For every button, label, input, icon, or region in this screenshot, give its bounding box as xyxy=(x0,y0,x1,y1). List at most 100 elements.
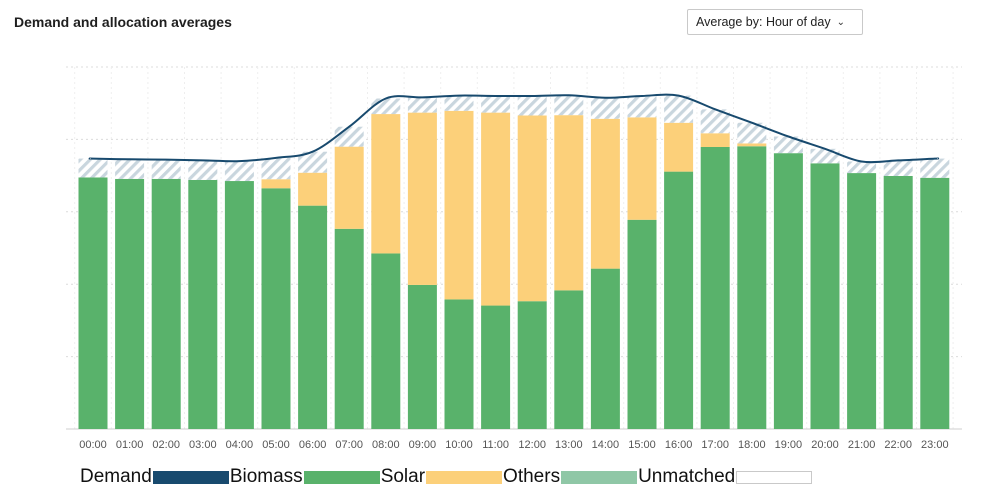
bar-solar-11 xyxy=(481,305,511,429)
x-tick-label: 15:00 xyxy=(628,439,656,451)
bar-others-8 xyxy=(371,114,401,254)
bar-unmatched-5 xyxy=(261,157,291,180)
legend-item: Biomass xyxy=(230,466,381,488)
x-tick-label: 05:00 xyxy=(262,439,290,451)
bar-unmatched-0 xyxy=(78,158,108,178)
bar-solar-5 xyxy=(261,188,291,429)
bar-others-12 xyxy=(517,115,547,302)
bar-solar-17 xyxy=(700,147,730,429)
chevron-down-icon: ⌄ xyxy=(836,16,845,28)
bar-solar-6 xyxy=(298,205,328,429)
bar-unmatched-10 xyxy=(444,95,474,111)
bar-solar-10 xyxy=(444,299,474,429)
bar-solar-14 xyxy=(590,268,620,429)
bar-unmatched-16 xyxy=(664,95,694,123)
legend-label: Unmatched xyxy=(638,466,736,487)
bar-solar-7 xyxy=(334,228,364,429)
x-tick-label: 08:00 xyxy=(372,439,400,451)
legend-item: Solar xyxy=(381,466,503,488)
legend-label: Biomass xyxy=(229,466,303,487)
bar-unmatched-17 xyxy=(700,109,730,134)
bar-unmatched-20 xyxy=(810,148,840,164)
bar-others-9 xyxy=(407,112,437,285)
bar-unmatched-8 xyxy=(371,98,401,115)
x-tick-label: 10:00 xyxy=(445,439,473,451)
average-by-dropdown[interactable]: Average by: Hour of day ⌄ xyxy=(687,9,863,35)
bar-solar-22 xyxy=(883,175,913,429)
bar-unmatched-3 xyxy=(188,160,218,180)
demand-line xyxy=(88,93,940,164)
bar-unmatched-7 xyxy=(334,126,364,147)
x-tick-label: 17:00 xyxy=(701,439,729,451)
x-tick-label: 01:00 xyxy=(116,439,144,451)
x-tick-label: 02:00 xyxy=(152,439,180,451)
x-tick-label: 11:00 xyxy=(482,439,509,451)
bar-others-7 xyxy=(334,146,364,229)
bar-unmatched-14 xyxy=(590,97,620,119)
bar-others-18 xyxy=(737,143,767,147)
bar-solar-16 xyxy=(664,171,694,430)
x-tick-label: 04:00 xyxy=(226,439,254,451)
page-title: Demand and allocation averages xyxy=(14,14,232,30)
bar-unmatched-4 xyxy=(224,161,254,182)
legend-swatch xyxy=(303,470,380,484)
bar-unmatched-22 xyxy=(883,160,913,176)
bar-others-5 xyxy=(261,179,291,189)
x-tick-label: 14:00 xyxy=(592,439,620,451)
bar-unmatched-23 xyxy=(920,158,950,178)
x-tick-label: 18:00 xyxy=(738,439,766,451)
x-tick-label: 09:00 xyxy=(409,439,437,451)
bar-unmatched-9 xyxy=(407,97,437,113)
x-tick-label: 23:00 xyxy=(921,439,949,451)
bar-others-14 xyxy=(590,118,620,269)
legend-swatch xyxy=(736,470,813,484)
bar-solar-15 xyxy=(627,219,657,429)
bar-unmatched-21 xyxy=(847,161,877,174)
legend-label: Demand xyxy=(80,466,152,487)
x-tick-label: 21:00 xyxy=(848,439,876,451)
bar-solar-23 xyxy=(920,177,950,429)
bar-unmatched-1 xyxy=(115,159,145,179)
average-by-dropdown-label: Average by: Hour of day xyxy=(696,15,831,29)
x-tick-label: 16:00 xyxy=(665,439,693,451)
legend-swatch xyxy=(152,470,229,484)
bar-others-13 xyxy=(554,115,584,291)
x-tick-label: 07:00 xyxy=(335,439,363,451)
bar-solar-1 xyxy=(115,178,145,429)
bar-solar-8 xyxy=(371,253,401,429)
bar-solar-0 xyxy=(78,177,108,429)
bar-others-16 xyxy=(664,122,694,172)
x-tick-label: 13:00 xyxy=(555,439,583,451)
bar-solar-2 xyxy=(151,178,181,429)
x-tick-label: 19:00 xyxy=(775,439,803,451)
legend-swatch xyxy=(561,470,638,484)
x-tick-label: 03:00 xyxy=(189,439,217,451)
bar-unmatched-15 xyxy=(627,95,657,118)
bar-unmatched-6 xyxy=(298,151,328,173)
bar-solar-20 xyxy=(810,163,840,430)
legend-swatch xyxy=(426,470,503,484)
bar-unmatched-11 xyxy=(481,95,511,113)
bar-unmatched-12 xyxy=(517,95,547,116)
x-tick-label: 00:00 xyxy=(79,439,107,451)
legend-item: Demand xyxy=(80,466,230,488)
bar-others-17 xyxy=(700,133,730,148)
x-tick-label: 12:00 xyxy=(518,439,546,451)
bar-others-11 xyxy=(481,112,511,306)
bar-solar-9 xyxy=(407,284,437,429)
bar-unmatched-13 xyxy=(554,95,584,116)
legend-label: Solar xyxy=(380,466,426,487)
x-tick-label: 22:00 xyxy=(884,439,912,451)
bar-solar-21 xyxy=(847,173,877,429)
bar-solar-12 xyxy=(517,301,547,429)
bar-solar-19 xyxy=(773,153,803,429)
bar-solar-13 xyxy=(554,290,584,429)
chart-legend: Demand Biomass Solar Others Unmatched xyxy=(80,465,813,489)
bar-solar-3 xyxy=(188,179,218,429)
bar-unmatched-18 xyxy=(737,122,767,144)
legend-item: Others xyxy=(503,466,638,488)
legend-label: Others xyxy=(503,466,561,487)
bar-unmatched-19 xyxy=(773,136,803,154)
bar-solar-4 xyxy=(224,181,254,429)
